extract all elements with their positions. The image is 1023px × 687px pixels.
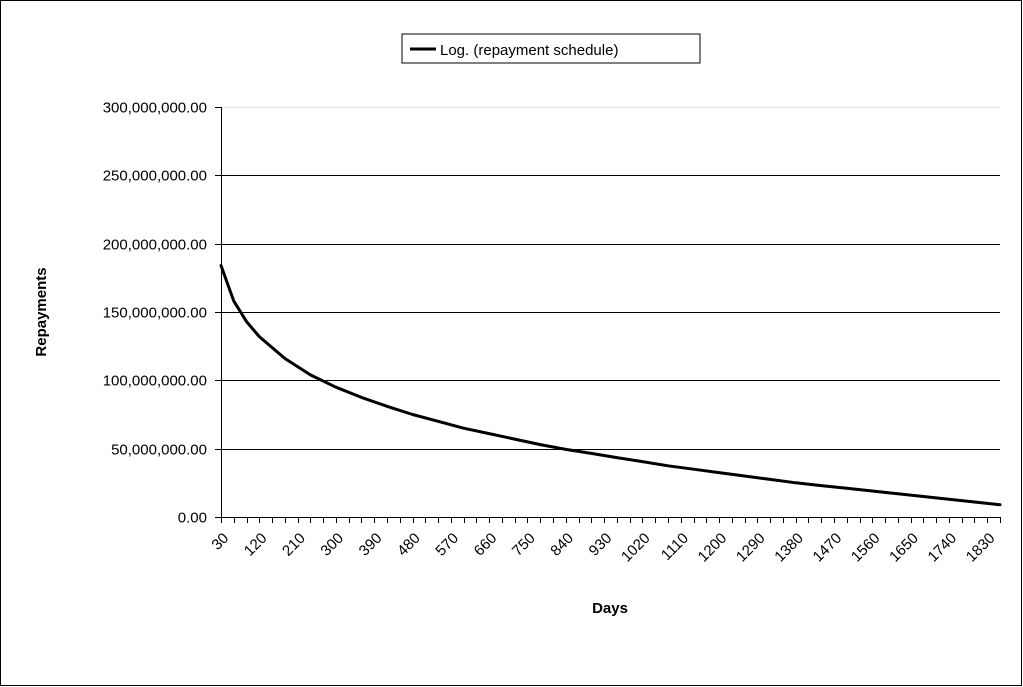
legend-box: [401, 33, 701, 64]
y-tick-label: 300,000,000.00: [103, 100, 207, 117]
axes: [215, 107, 1001, 523]
y-tick-labels: 0.00 50,000,000.00 100,000,000.00 150,000,0…: [103, 100, 207, 527]
y-tick-label: 200,000,000.00: [103, 237, 207, 254]
series-line: [219, 264, 1002, 507]
y-axis-title: Repayments: [33, 267, 50, 356]
legend: Log. (repayment schedule): [401, 33, 701, 64]
legend-entry-label: Log. (repayment schedule): [440, 42, 618, 59]
y-tick-label: 100,000,000.00: [103, 373, 207, 390]
x-axis-title: Days: [592, 600, 628, 617]
series-layer: [219, 264, 1002, 507]
gridlines: [221, 107, 1000, 450]
y-tick-label: 50,000,000.00: [111, 442, 207, 459]
y-tick-label: 0.00: [178, 510, 207, 527]
y-tick-label: 150,000,000.00: [103, 305, 207, 322]
y-tick-label: 250,000,000.00: [103, 168, 207, 185]
